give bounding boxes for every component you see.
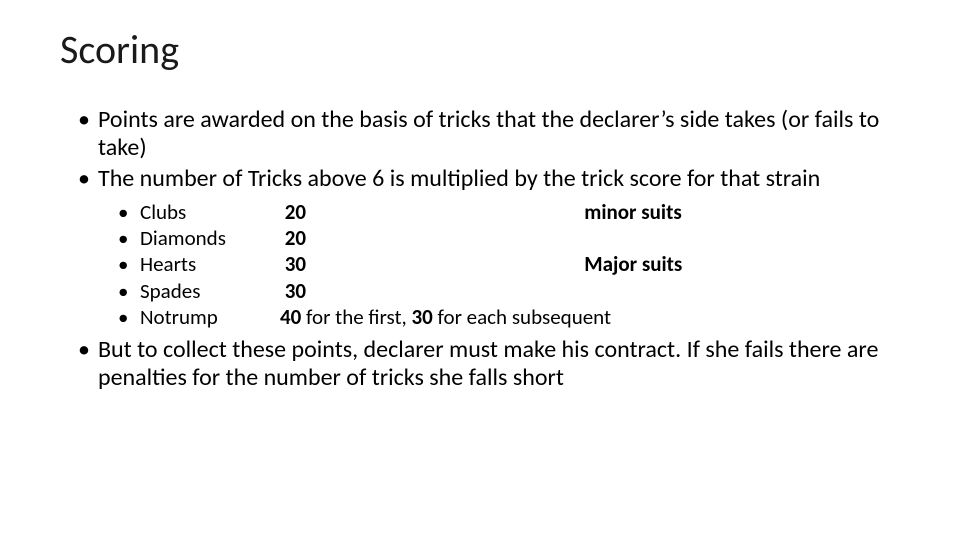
suit-row-hearts: Hearts 30 Major suits [118, 251, 900, 277]
suit-score: 20 [285, 225, 320, 251]
slide: Scoring Points are awarded on the basis … [0, 0, 960, 540]
suit-name: Clubs [140, 199, 280, 225]
notrump-score-1: 40 [280, 304, 301, 330]
suit-group: minor suits [584, 199, 681, 225]
notrump-score-2: 30 [412, 304, 433, 330]
slide-title: Scoring [60, 28, 900, 72]
suit-score-block: Clubs 20 minor suits Diamonds 20 Hearts … [118, 199, 900, 330]
suit-name: Notrump [140, 304, 280, 330]
suit-name: Diamonds [140, 225, 280, 251]
notrump-tail: for each subsequent [433, 304, 611, 330]
suit-row-notrump: Notrump40 for the first, 30 for each sub… [118, 304, 900, 330]
suit-group: Major suits [584, 251, 682, 277]
bullet-list: Points are awarded on the basis of trick… [60, 106, 900, 391]
bullet-2: The number of Tricks above 6 is multipli… [78, 165, 900, 193]
suit-score: 30 [285, 278, 320, 304]
suit-row-spades: Spades 30 [118, 278, 900, 304]
suit-row-clubs: Clubs 20 minor suits [118, 199, 900, 225]
suit-score: 20 [285, 199, 320, 225]
bullet-1: Points are awarded on the basis of trick… [78, 106, 900, 161]
suit-name: Spades [140, 278, 280, 304]
bullet-3: But to collect these points, declarer mu… [78, 336, 900, 391]
suit-row-diamonds: Diamonds 20 [118, 225, 900, 251]
suit-score: 30 [285, 251, 320, 277]
slide-body: Points are awarded on the basis of trick… [60, 106, 900, 391]
suit-name: Hearts [140, 251, 280, 277]
notrump-mid: for the first, [301, 304, 411, 330]
